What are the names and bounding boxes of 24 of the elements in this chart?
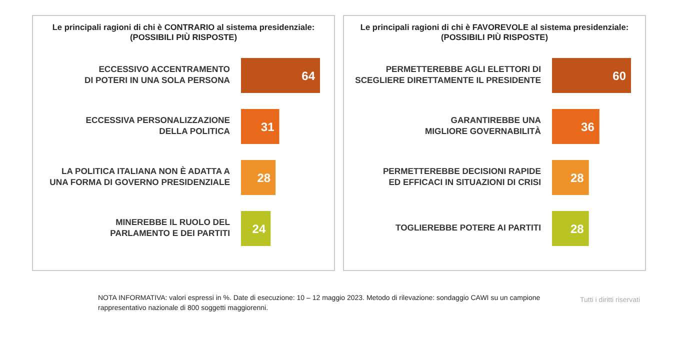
y-tick-label: PERMETTEREBBE AGLI ELETTORI DI SCEGLIERE DIRETTAMENTE IL PRESIDENTE — [355, 64, 542, 86]
y-tick-label: GARANTIREBBE UNA MIGLIORE GOVERNABILITÀ — [424, 115, 541, 136]
data-label: 31 — [260, 120, 275, 134]
y-tick-label: ECCESSIVO ACCENTRAMENTO DI POTERI IN UNA SOLA PERSONA — [84, 64, 230, 86]
bar — [241, 58, 320, 93]
y-tick-label: PERMETTEREBBE DECISIONI RAPIDE ED EFFICACI IN SITUAZIONI DI CRISI — [382, 166, 542, 188]
chart-subtitle: (POSSIBILI PIÙ RISPOSTE) — [129, 32, 238, 42]
y-tick-label: LA POLITICA ITALIANA NON È ADATTA A UNA FORMA DI GOVERNO PRESIDENZIALE — [50, 166, 230, 188]
y-tick-label: TOGLIEREBBE POTERE AI PARTITI — [396, 222, 541, 233]
data-label: 28 — [257, 170, 271, 185]
data-label: 24 — [252, 222, 266, 236]
bar — [241, 211, 271, 246]
y-tick-label: ECCESSIVA PERSONALIZZAZIONE DELLA POLITICA — [86, 115, 230, 136]
bar — [241, 160, 276, 195]
chart-subtitle: (POSSIBILI PIÙ RISPOSTE) — [440, 32, 549, 42]
data-label: 36 — [581, 120, 595, 134]
data-label: 28 — [570, 170, 584, 185]
data-label: 28 — [570, 222, 584, 236]
bar — [241, 109, 280, 144]
y-tick-label: MINEREBBE IL RUOLO DEL PARLAMENTO E DEI PARTITI — [110, 217, 230, 238]
chart-title: Le principali ragioni di chi è CONTRARIO al sistema presidenziale: — [51, 22, 316, 32]
data-label: 60 — [612, 68, 626, 83]
data-label: 64 — [302, 68, 316, 83]
chart-title: Le principali ragioni di chi è FAVOREVOLE al sistema presidenziale: — [359, 22, 630, 32]
